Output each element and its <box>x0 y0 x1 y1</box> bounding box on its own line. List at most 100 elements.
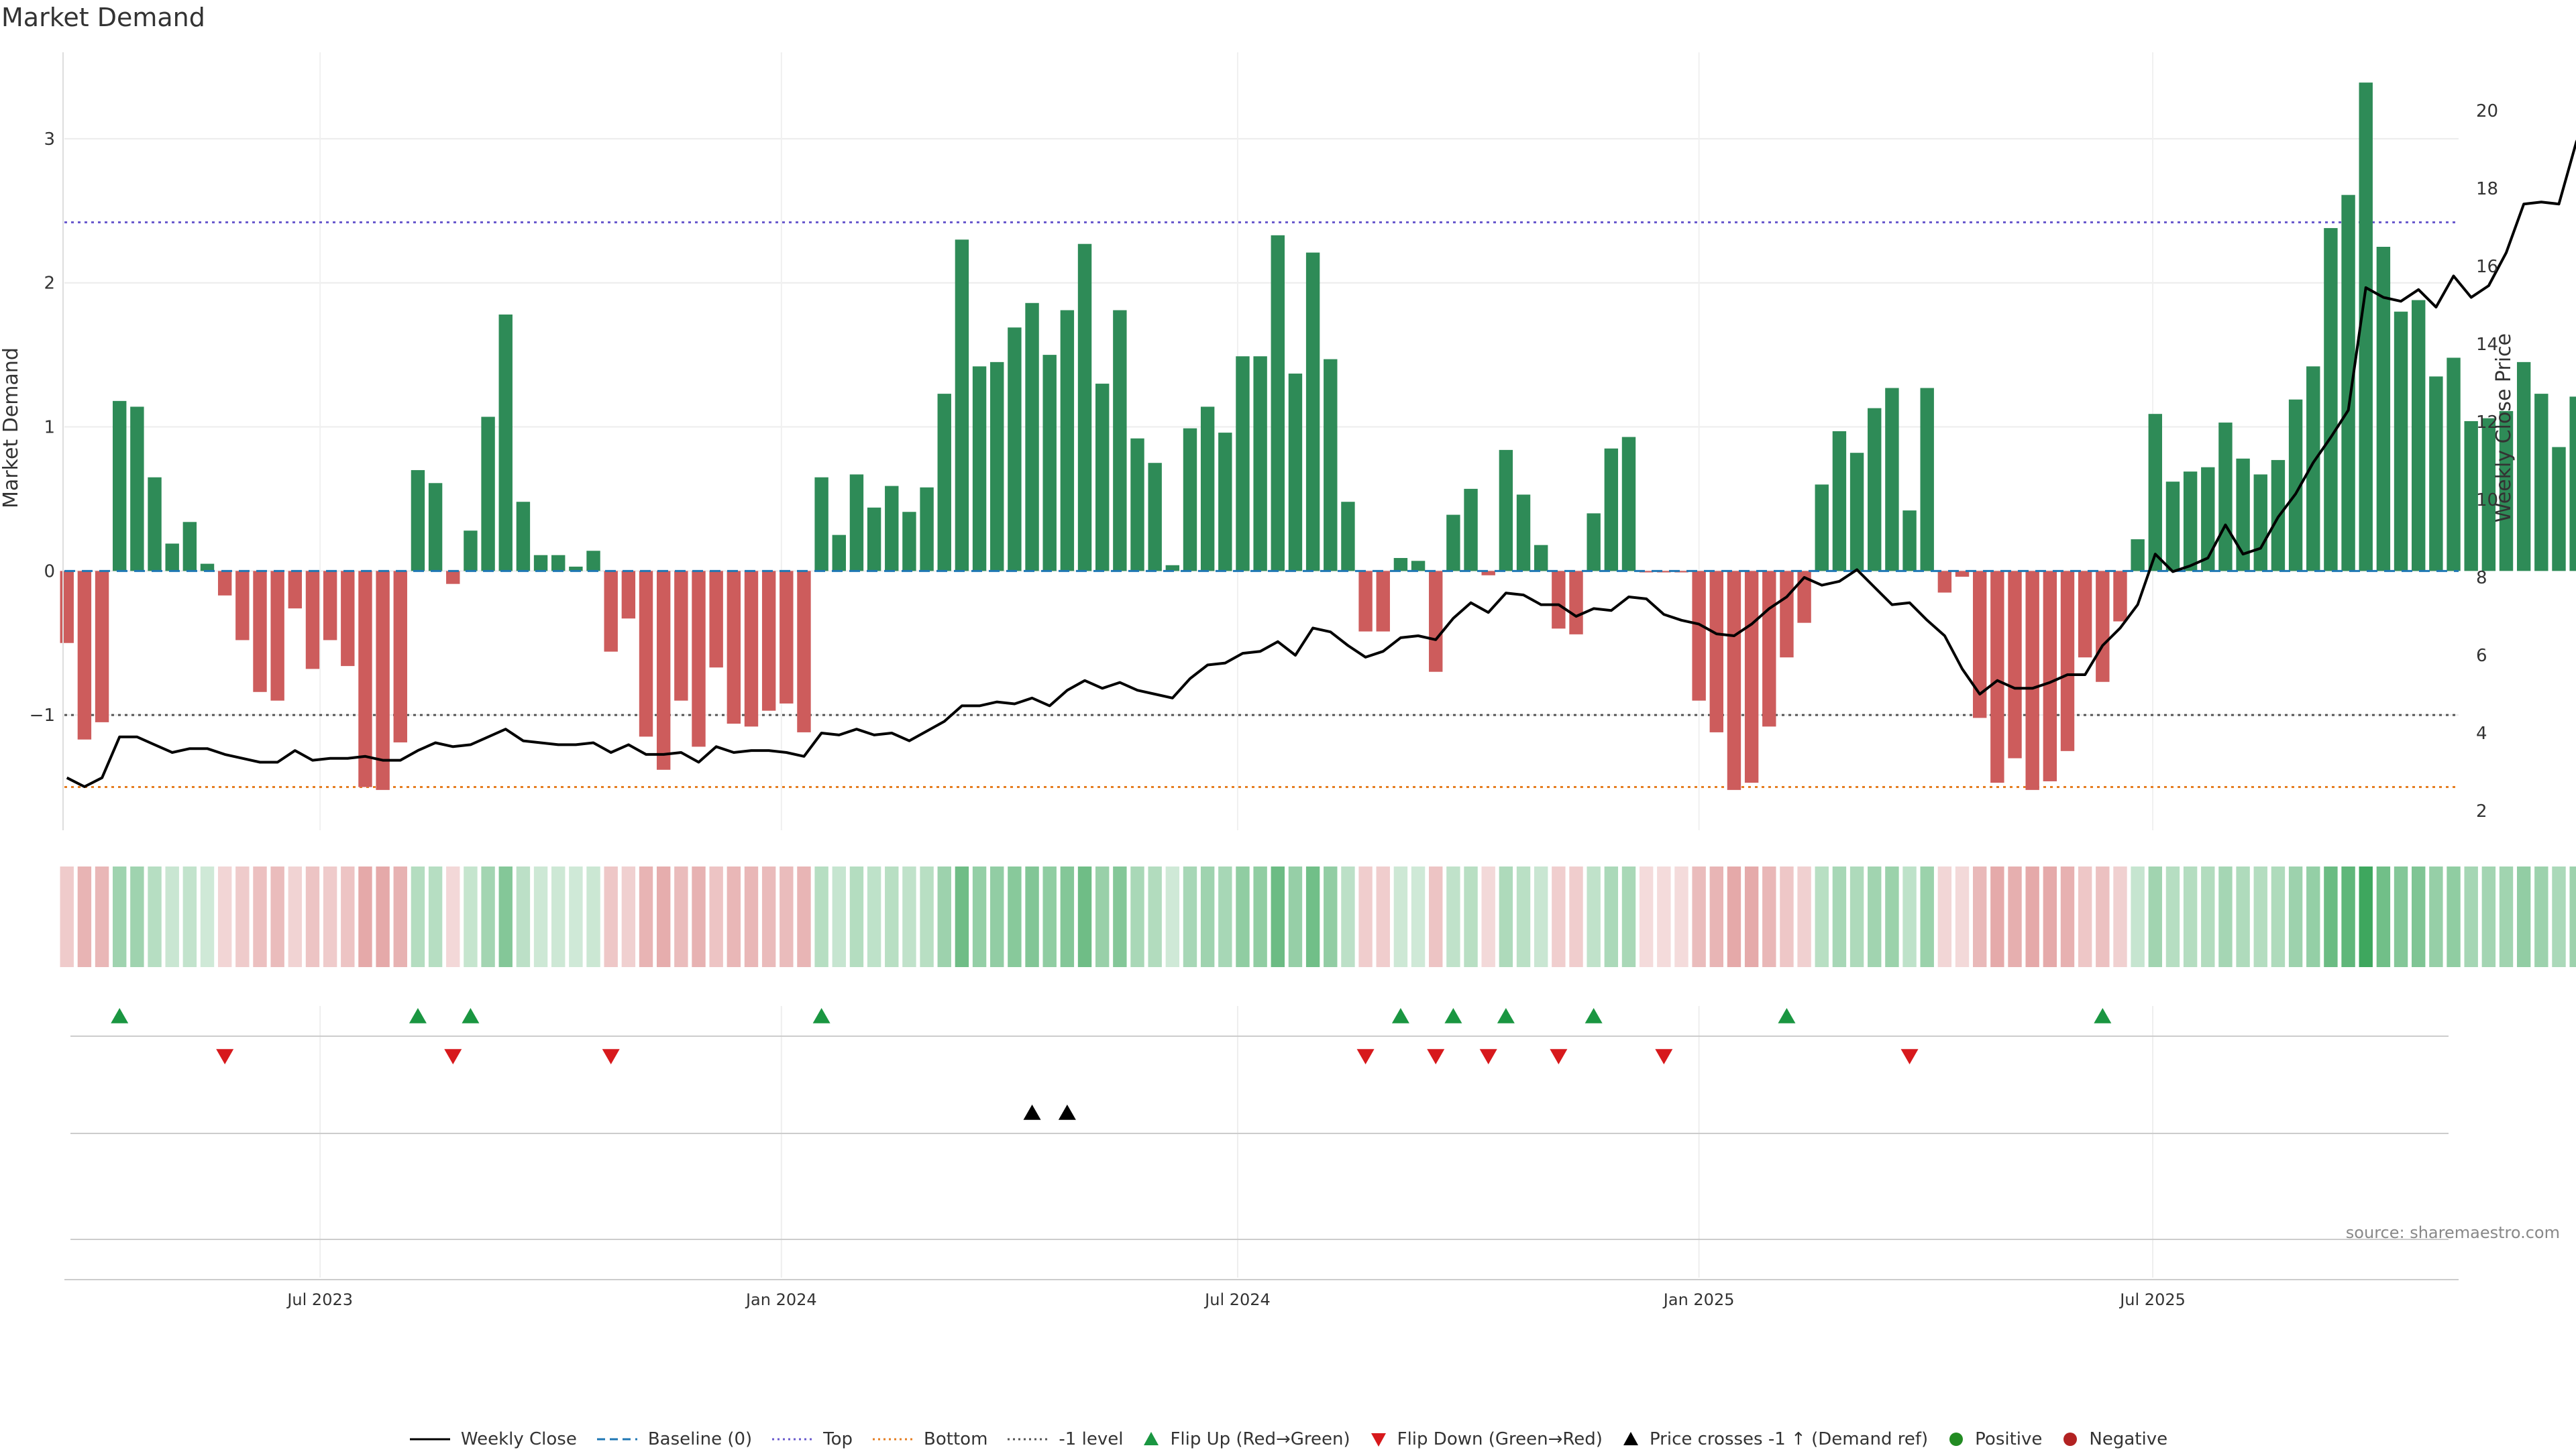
legend-label: Positive <box>1975 1429 2043 1449</box>
demand-bar <box>2096 571 2110 682</box>
flip-down-marker <box>1900 1049 1919 1064</box>
x-tick-label: Jan 2024 <box>745 1290 817 1309</box>
legend-swatch <box>1623 1432 1638 1445</box>
flip-down-marker <box>216 1049 234 1064</box>
demand-bar <box>481 416 495 571</box>
demand-strip-cell <box>1692 866 1706 967</box>
demand-strip-cell <box>2078 866 2092 967</box>
demand-strip-cell <box>1148 866 1162 967</box>
demand-strip-cell <box>639 866 653 967</box>
legend-item: Top <box>771 1429 853 1449</box>
demand-bar <box>1902 510 1917 571</box>
demand-bar <box>498 314 513 571</box>
price-line <box>66 139 2576 788</box>
demand-strip-cell <box>2218 866 2233 967</box>
flip-up-marker <box>812 1008 830 1023</box>
demand-bar <box>1481 571 1495 575</box>
demand-bar <box>2552 447 2566 571</box>
demand-strip-cell <box>1727 866 1741 967</box>
demand-strip-cell <box>2376 866 2391 967</box>
demand-strip-cell <box>920 866 934 967</box>
demand-strip-cell <box>1744 866 1759 967</box>
demand-strip-cell <box>1832 866 1847 967</box>
demand-strip-cell <box>77 866 92 967</box>
demand-bar <box>727 571 741 724</box>
demand-strip-cell <box>1393 866 1408 967</box>
demand-strip-cell <box>1446 866 1460 967</box>
demand-bar <box>990 361 1004 571</box>
y2-tick-label: 10 <box>2476 490 2498 510</box>
legend-item: Flip Up (Red→Green) <box>1142 1429 1350 1449</box>
demand-bar <box>2481 418 2496 571</box>
demand-bar <box>1008 327 1022 571</box>
demand-strip-cell <box>446 866 460 967</box>
demand-strip-cell <box>2412 866 2426 967</box>
legend-label: Bottom <box>924 1429 988 1449</box>
demand-strip-cell <box>2394 866 2408 967</box>
demand-strip-cell <box>2183 866 2198 967</box>
legend-label: Flip Down (Green→Red) <box>1397 1429 1603 1449</box>
demand-bar <box>1464 488 1478 571</box>
demand-bar <box>902 512 916 571</box>
demand-strip-cell <box>1534 866 1548 967</box>
demand-bar <box>1025 302 1039 571</box>
demand-strip-cell <box>1955 866 1970 967</box>
demand-bar <box>305 571 320 669</box>
demand-strip-cell <box>305 866 320 967</box>
demand-bar <box>1042 355 1057 571</box>
demand-strip-cell <box>692 866 706 967</box>
demand-bar <box>1095 384 1110 571</box>
demand-strip-cell <box>1411 866 1426 967</box>
demand-bar <box>2025 571 2039 790</box>
demand-bar <box>288 571 303 609</box>
demand-bar <box>446 571 460 584</box>
legend-item: Positive <box>1947 1429 2042 1449</box>
demand-bar <box>1832 431 1847 571</box>
demand-bar <box>1060 310 1075 571</box>
demand-strip-cell <box>2499 866 2514 967</box>
demand-bar <box>148 477 162 571</box>
demand-strip-cell <box>2236 866 2250 967</box>
demand-strip-cell <box>1674 866 1688 967</box>
demand-bar <box>1780 571 1794 658</box>
demand-bar <box>1113 310 1127 571</box>
demand-strip-cell <box>130 866 144 967</box>
demand-strip-cell <box>270 866 284 967</box>
demand-strip-cell <box>2552 866 2566 967</box>
demand-strip-cell <box>1552 866 1566 967</box>
demand-strip-cell <box>2148 866 2163 967</box>
x-tick-label: Jul 2023 <box>286 1290 353 1309</box>
demand-bar <box>2201 467 2215 571</box>
demand-bar <box>832 535 846 571</box>
demand-strip-cell <box>1885 866 1899 967</box>
demand-strip-cell <box>849 866 864 967</box>
demand-bar <box>2078 571 2092 658</box>
demand-bar <box>1288 374 1303 571</box>
demand-bar <box>235 571 250 640</box>
price-cross-marker <box>1058 1105 1076 1120</box>
demand-bar <box>516 502 531 571</box>
demand-strip-cell <box>621 866 636 967</box>
demand-bar <box>1639 571 1654 573</box>
demand-strip-cell <box>2025 866 2039 967</box>
demand-strip-cell <box>2534 866 2548 967</box>
demand-strip-cell <box>2008 866 2022 967</box>
demand-bar <box>1393 558 1408 571</box>
demand-strip-cell <box>744 866 759 967</box>
demand-bar <box>393 571 407 742</box>
demand-strip-cell <box>569 866 583 967</box>
y2-tick-label: 2 <box>2476 801 2487 822</box>
legend-item: Weekly Close <box>409 1429 577 1449</box>
demand-bar <box>1218 433 1232 571</box>
demand-bar <box>2060 571 2075 751</box>
demand-bar <box>1130 438 1144 571</box>
demand-bar <box>1674 571 1688 573</box>
demand-bar <box>323 571 337 640</box>
demand-strip-cell <box>200 866 215 967</box>
demand-strip-cell <box>341 866 355 967</box>
demand-strip-cell <box>1920 866 1934 967</box>
y2-axis-label: Weekly Close Price <box>2492 333 2516 522</box>
demand-strip-cell <box>235 866 250 967</box>
demand-bar <box>113 400 127 571</box>
demand-strip-cell <box>393 866 407 967</box>
